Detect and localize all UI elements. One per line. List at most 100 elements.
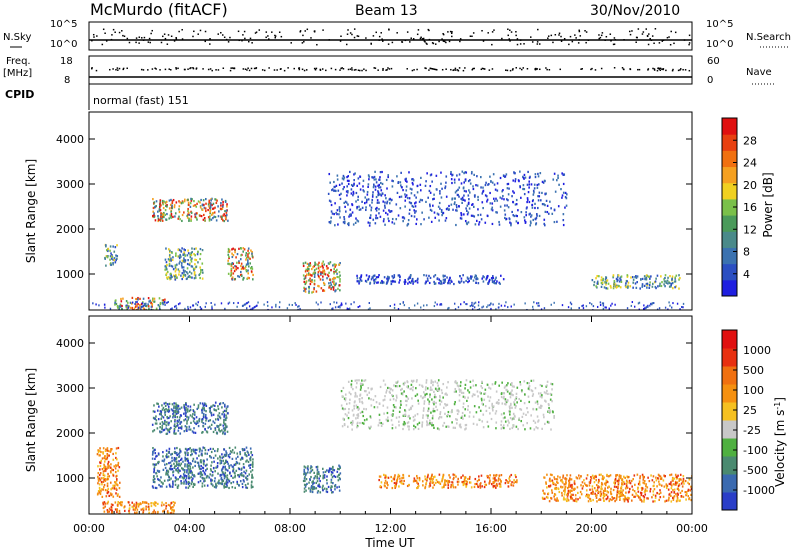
power-echo: [364, 202, 366, 205]
nave-point: [91, 67, 93, 69]
power-echo: [217, 205, 219, 208]
power-echo: [182, 269, 185, 272]
power-echo: [366, 193, 369, 196]
power-echo: [204, 219, 206, 222]
power-echo: [511, 195, 513, 198]
velocity-echo: [186, 422, 188, 425]
power-echo: [164, 258, 167, 261]
velocity-echo: [247, 482, 249, 485]
power-echo: [667, 282, 669, 285]
nave-point: [629, 68, 632, 71]
power-echo: [323, 283, 326, 286]
velocity-echo: [398, 410, 401, 413]
power-echo: [105, 255, 108, 258]
velocity-echo: [323, 474, 326, 477]
velocity-echo: [456, 480, 459, 483]
velocity-echo: [492, 481, 495, 484]
power-echo: [249, 262, 251, 265]
velocity-echo: [550, 393, 553, 396]
power-echo: [295, 303, 297, 306]
velocity-echo: [386, 386, 389, 390]
power-echo: [432, 198, 434, 201]
velocity-echo: [222, 410, 225, 414]
power-echo: [422, 304, 425, 307]
power-echo: [471, 301, 473, 304]
velocity-echo: [195, 422, 197, 426]
velocity-echo: [226, 485, 228, 488]
power-echo: [410, 192, 413, 195]
velocity-echo: [449, 415, 451, 418]
power-echo: [454, 191, 457, 194]
velocity-echo: [102, 452, 104, 455]
velocity-echo: [497, 398, 500, 402]
velocity-echo: [153, 477, 156, 481]
power-echo: [360, 279, 363, 282]
velocity-echo: [185, 474, 188, 478]
nsky-point: [209, 43, 211, 45]
power-echo: [343, 218, 346, 221]
power-echo: [211, 213, 213, 216]
velocity-echo: [97, 482, 99, 485]
power-echo: [524, 176, 527, 179]
power-echo: [348, 179, 350, 182]
velocity-echo: [384, 481, 386, 485]
power-echo: [175, 307, 178, 310]
power-echo: [214, 198, 216, 201]
power-echo: [172, 198, 175, 202]
velocity-echo: [303, 487, 306, 490]
power-echo: [589, 302, 591, 305]
power-echo: [646, 305, 648, 308]
velocity-echo: [206, 458, 208, 461]
velocity-echo: [403, 390, 405, 393]
power-echo: [593, 283, 595, 287]
velocity-echo: [99, 447, 101, 450]
velocity-echo: [174, 405, 177, 408]
velocity-echo: [183, 482, 185, 485]
power-echo: [405, 194, 408, 197]
nave-point: [559, 68, 562, 71]
power-echo: [335, 211, 338, 215]
nave-point: [432, 68, 434, 70]
power-echo: [200, 214, 203, 218]
power-echo: [411, 178, 413, 181]
power-echo: [504, 204, 506, 207]
power-echo: [242, 304, 244, 307]
velocity-echo: [425, 379, 428, 382]
power-echo: [349, 208, 352, 211]
velocity-echo: [501, 402, 504, 405]
power-echo: [332, 286, 335, 289]
power-echo: [627, 281, 630, 284]
power-echo: [437, 213, 440, 216]
power-echo: [142, 307, 145, 310]
power-echo: [522, 187, 524, 191]
velocity-echo: [185, 411, 187, 414]
power-echo: [404, 193, 406, 196]
power-echo: [430, 173, 433, 176]
velocity-echo: [398, 420, 400, 423]
power-echo: [379, 193, 382, 196]
velocity-echo: [546, 384, 548, 387]
power-echo: [668, 281, 671, 285]
nsky-point: [426, 43, 428, 45]
power-echo: [223, 213, 225, 216]
power-echo: [682, 306, 684, 309]
nsky-point: [609, 33, 612, 35]
nave-point: [504, 69, 507, 71]
power-echo: [665, 281, 668, 285]
power-echo: [460, 303, 462, 306]
nave-point: [374, 67, 377, 69]
nsky-point: [410, 37, 412, 39]
power-echo: [396, 191, 399, 195]
power-echo: [385, 197, 387, 200]
velocity-echo: [105, 468, 107, 471]
power-echo: [460, 277, 463, 280]
velocity-echo: [116, 494, 119, 497]
power-echo: [412, 179, 415, 182]
power-echo: [244, 303, 246, 306]
velocity-echo: [416, 393, 419, 396]
nsky-point: [345, 43, 348, 46]
velocity-echo: [210, 427, 212, 430]
power-echo: [222, 205, 224, 208]
power-echo: [192, 204, 195, 207]
velocity-echo: [332, 481, 334, 485]
